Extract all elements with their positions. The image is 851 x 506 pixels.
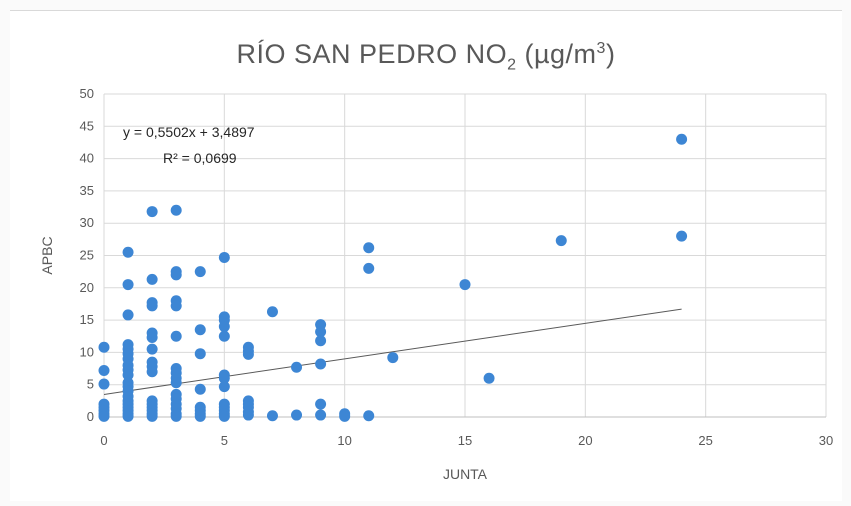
data-point — [218, 372, 230, 384]
data-point — [218, 381, 230, 393]
y-tick-label: 45 — [80, 118, 94, 133]
data-point — [242, 409, 254, 421]
trendline — [103, 308, 682, 395]
chart-title: RÍO SAN PEDRO NO2 (µg/m3) — [10, 39, 842, 74]
y-tick-label: 25 — [80, 248, 94, 263]
data-point — [194, 383, 206, 395]
data-point — [242, 348, 254, 360]
data-point — [98, 378, 110, 390]
data-point — [122, 309, 134, 321]
data-point — [122, 246, 134, 258]
y-tick-label: 50 — [80, 86, 94, 101]
data-point — [315, 409, 327, 421]
x-tick-label: 0 — [100, 433, 107, 448]
y-tick-label: 30 — [80, 215, 94, 230]
labels: JUNTA APBC y = 0,5502x + 3,4897 R² = 0,0… — [39, 124, 488, 482]
chart-title-units: (µg/m — [516, 39, 597, 69]
data-point — [146, 410, 158, 422]
data-point — [218, 321, 230, 333]
scatter-plot: 0 5 10 15 20 25 30 35 40 45 50 0 5 10 15 20 25 30 JUNTA A… — [39, 86, 834, 482]
data-point — [170, 300, 182, 312]
data-point — [363, 262, 375, 274]
y-axis-title: APBC — [39, 236, 55, 274]
data-point — [218, 251, 230, 263]
y-tick-label: 40 — [80, 151, 94, 166]
data-point — [315, 358, 327, 370]
data-point — [170, 330, 182, 342]
data-point — [170, 410, 182, 422]
data-point — [218, 330, 230, 342]
data-point — [291, 409, 303, 421]
data-point — [459, 279, 471, 291]
data-point — [146, 273, 158, 285]
data-point — [98, 364, 110, 376]
data-point — [363, 242, 375, 254]
data-point — [170, 269, 182, 281]
x-tick-label: 25 — [698, 433, 712, 448]
data-point — [387, 352, 399, 364]
trendline-equation: y = 0,5502x + 3,4897 — [123, 124, 255, 140]
chart-title-units-close: ) — [605, 39, 616, 69]
chart-area: RÍO SAN PEDRO NO2 (µg/m3) 0 5 10 15 20 25 30 35… — [10, 10, 842, 501]
y-tick-label: 0 — [87, 409, 94, 424]
x-tick-label: 20 — [578, 433, 592, 448]
data-point — [122, 410, 134, 422]
y-tick-label: 35 — [80, 183, 94, 198]
data-point — [483, 372, 495, 384]
data-point — [291, 361, 303, 373]
data-point — [194, 410, 206, 422]
data-points — [98, 133, 688, 422]
data-point — [266, 306, 278, 318]
data-point — [170, 377, 182, 389]
data-point — [170, 204, 182, 216]
data-point — [146, 343, 158, 355]
data-point — [315, 335, 327, 347]
grid-lines — [103, 93, 827, 418]
y-tick-label: 5 — [87, 377, 94, 392]
trendline-r2: R² = 0,0699 — [163, 150, 237, 166]
data-point — [194, 348, 206, 360]
x-tick-label: 10 — [337, 433, 351, 448]
data-point — [676, 133, 688, 145]
chart-title-main: RÍO SAN PEDRO NO — [236, 39, 508, 69]
data-point — [146, 300, 158, 312]
data-point — [146, 332, 158, 344]
data-point — [194, 324, 206, 336]
data-point — [122, 279, 134, 291]
data-point — [363, 410, 375, 422]
y-tick-label: 20 — [80, 280, 94, 295]
data-point — [218, 410, 230, 422]
chart-title-subscript: 2 — [507, 56, 517, 74]
y-tick-label: 15 — [80, 312, 94, 327]
data-point — [98, 341, 110, 353]
data-point — [339, 410, 351, 422]
data-point — [146, 206, 158, 218]
data-point — [146, 366, 158, 378]
x-tick-label: 30 — [819, 433, 833, 448]
data-point — [98, 410, 110, 422]
data-point — [266, 410, 278, 422]
data-point — [194, 266, 206, 278]
x-axis-title: JUNTA — [443, 466, 488, 482]
trendline-group — [103, 308, 682, 395]
data-point — [122, 369, 134, 381]
y-tick-label: 10 — [80, 344, 94, 359]
axes: 0 5 10 15 20 25 30 35 40 45 50 0 5 10 15 20 25 30 — [80, 86, 834, 448]
x-tick-label: 15 — [458, 433, 472, 448]
x-tick-label: 5 — [221, 433, 228, 448]
data-point — [315, 326, 327, 338]
data-point — [315, 398, 327, 410]
chart-title-units-sup: 3 — [596, 40, 606, 57]
data-point — [676, 230, 688, 242]
data-point — [555, 235, 567, 247]
